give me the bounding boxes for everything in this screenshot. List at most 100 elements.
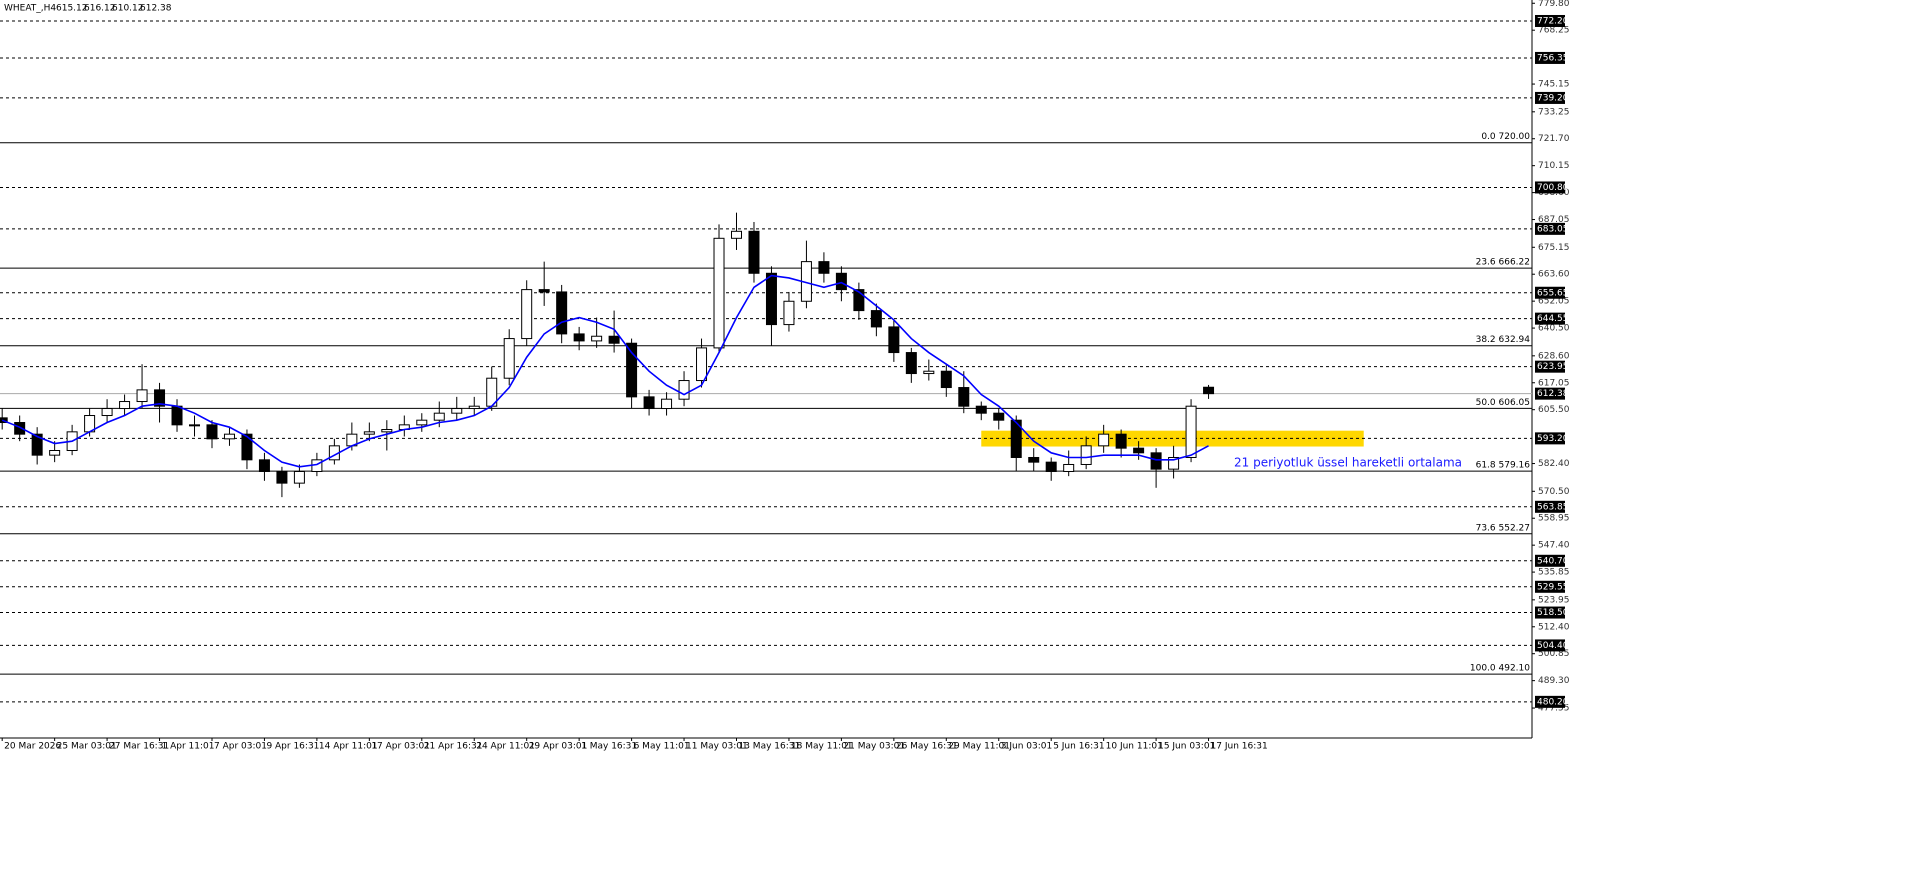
level-label-box	[1535, 286, 1565, 299]
x-tick-label: 18 May 11:01	[791, 742, 853, 752]
level-label: 739.20	[1537, 93, 1569, 103]
level-label: 623.95	[1537, 362, 1569, 372]
x-tick-label: 29 Apr 03:01	[529, 742, 588, 752]
x-tick-label: 21 May 03:01	[843, 742, 905, 752]
candle-body	[835, 272, 847, 291]
candle-body	[119, 401, 131, 410]
ohlc-high: 616.12	[84, 4, 116, 14]
x-tick-label: 29 May 11:01	[948, 742, 1010, 752]
candle-body	[49, 449, 61, 456]
candle-body	[626, 342, 638, 398]
candle-body	[1203, 386, 1215, 395]
x-tick-label: 5 Jun 16:31	[1053, 742, 1104, 752]
candle-body	[258, 459, 270, 472]
level-label-box	[1535, 51, 1565, 64]
candle-body	[1168, 456, 1180, 470]
x-tick-label: 17 Apr 03:01	[371, 742, 430, 752]
level-label: 593.20	[1537, 434, 1569, 444]
candle-body	[870, 310, 882, 328]
fib-label: 38.2 632.94	[1476, 335, 1531, 345]
y-tick-label: 523.95	[1538, 595, 1570, 605]
candle-body	[1150, 452, 1162, 470]
candle-body	[958, 387, 970, 407]
candle-body	[101, 408, 113, 417]
y-tick-label: 710.15	[1538, 161, 1570, 171]
level-label: 563.85	[1537, 502, 1569, 512]
x-tick-label: 11 May 03:01	[686, 742, 748, 752]
candle-body	[521, 289, 533, 340]
candle-body	[818, 261, 830, 274]
y-tick-label: 628.60	[1538, 351, 1570, 361]
candle-body	[468, 405, 480, 410]
x-tick-label: 3 Jun 03:01	[1001, 742, 1052, 752]
level-label-box	[1535, 91, 1565, 104]
level-label: 518.50	[1537, 608, 1569, 618]
y-tick-label: 570.50	[1538, 487, 1570, 497]
candle-body	[206, 424, 218, 440]
candle-body	[223, 433, 235, 440]
level-label-box	[1535, 14, 1565, 27]
candle-body	[189, 424, 201, 427]
y-tick-label: 663.60	[1538, 270, 1570, 280]
ema-line	[1, 274, 1209, 468]
x-tick-label: 24 Apr 11:01	[476, 742, 535, 752]
level-label-box	[1535, 500, 1565, 513]
level-label: 772.20	[1537, 16, 1569, 26]
fib-label: 50.0 606.05	[1476, 398, 1530, 408]
x-tick-label: 15 Jun 03:01	[1158, 742, 1215, 752]
level-label-box	[1535, 312, 1565, 325]
level-label: 612.38	[1537, 389, 1569, 399]
level-label: 683.05	[1537, 224, 1569, 234]
level-label: 655.65	[1537, 288, 1569, 298]
candle-body	[975, 405, 987, 414]
candle-body	[293, 470, 305, 484]
level-label-box	[1535, 387, 1565, 400]
x-tick-label: 26 May 16:31	[896, 742, 958, 752]
candle-body	[678, 380, 690, 400]
candle-body	[1010, 419, 1022, 458]
x-tick-label: 17 Jun 16:31	[1211, 742, 1268, 752]
candle-body	[1133, 447, 1145, 454]
level-label-box	[1535, 222, 1565, 235]
candle-body	[573, 333, 585, 342]
candle-body	[363, 431, 375, 435]
y-tick-label: 558.95	[1538, 514, 1570, 524]
candle-body	[14, 422, 26, 435]
candle-body	[154, 389, 166, 407]
candle-body	[1028, 456, 1040, 463]
candle-body	[923, 370, 935, 375]
candle-body	[276, 470, 288, 484]
candle-body	[853, 289, 865, 312]
level-label-box	[1535, 606, 1565, 619]
x-tick-label: 10 Jun 11:01	[1106, 742, 1163, 752]
y-tick-label: 640.50	[1538, 324, 1570, 334]
candle-body	[381, 429, 393, 433]
candle-body	[416, 419, 428, 426]
candle-body	[608, 335, 620, 344]
y-tick-label: 687.05	[1538, 215, 1570, 225]
candle-body	[905, 352, 917, 375]
candle-body	[643, 396, 655, 410]
level-label: 540.70	[1537, 556, 1569, 566]
level-label: 700.80	[1537, 183, 1569, 193]
candle-body	[136, 389, 148, 403]
x-tick-label: 25 Mar 03:01	[57, 742, 117, 752]
candle-body	[748, 230, 760, 274]
y-tick-label: 535.85	[1538, 568, 1570, 578]
level-label-box	[1535, 554, 1565, 567]
level-label: 756.35	[1537, 53, 1569, 63]
candle-body	[765, 272, 777, 326]
candle-body	[1098, 433, 1110, 447]
candle-body	[538, 289, 550, 293]
level-label: 644.55	[1537, 314, 1569, 324]
candle-body	[171, 405, 183, 426]
candle-body	[696, 347, 708, 382]
y-tick-label: 652.05	[1538, 297, 1570, 307]
x-tick-label: 6 May 11:01	[634, 742, 690, 752]
fib-label: 61.8 579.16	[1476, 461, 1531, 471]
y-tick-label: 617.05	[1538, 378, 1570, 388]
ohlc-open: 615.12	[56, 4, 88, 14]
candle-body	[713, 237, 725, 349]
